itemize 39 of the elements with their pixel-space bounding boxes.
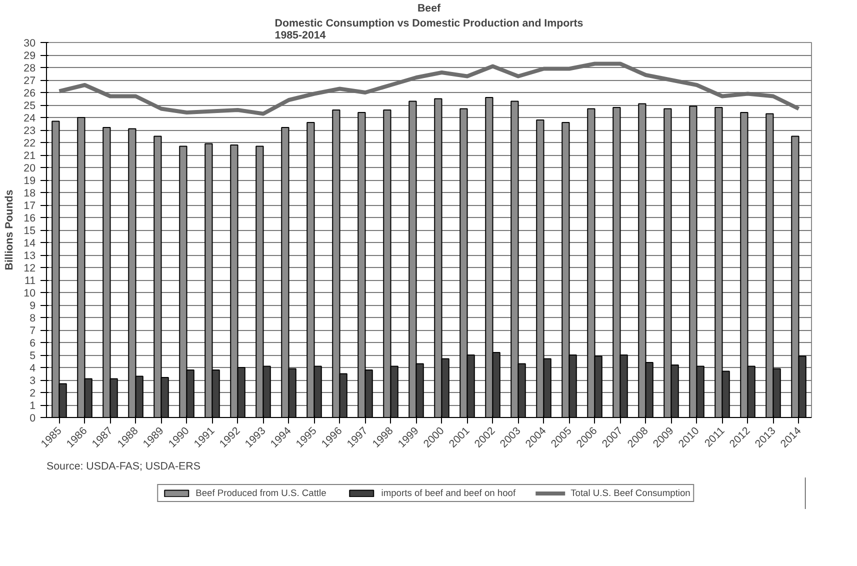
y-tick-label: 29 — [24, 50, 36, 62]
y-tick-label: 25 — [24, 100, 36, 112]
y-tick-label: 7 — [30, 325, 36, 337]
y-tick-label: 26 — [24, 88, 36, 100]
y-tick-label: 6 — [30, 338, 36, 350]
y-tick-label: 2 — [30, 388, 36, 400]
y-tick-label: 15 — [24, 225, 36, 237]
y-tick-label: 17 — [24, 200, 36, 212]
y-tick-label: 5 — [30, 350, 36, 362]
legend-label: imports of beef and beef on hoof — [381, 488, 516, 498]
y-tick-label: 8 — [30, 312, 36, 324]
y-tick-label: 11 — [24, 275, 36, 287]
y-tick-label: 19 — [24, 175, 36, 187]
y-tick-label: 14 — [24, 238, 36, 250]
y-tick-label: 0 — [30, 412, 36, 424]
y-axis-title: Billions Pounds — [4, 190, 16, 270]
chart-title: Beef — [417, 2, 441, 14]
y-tick-label: 22 — [24, 138, 36, 150]
legend-label: Total U.S. Beef Consumption — [570, 488, 690, 498]
chart-subtitle: Domestic Consumption vs Domestic Production and Imports 1985-2014 — [274, 18, 584, 42]
y-tick-label: 30 — [24, 38, 36, 50]
y-tick-label: 24 — [24, 112, 36, 124]
y-tick-label: 18 — [24, 188, 36, 200]
y-tick-label: 20 — [24, 162, 36, 174]
y-tick-label: 1 — [30, 400, 36, 412]
y-tick-label: 28 — [24, 62, 36, 74]
legend-label: Beef Produced from U.S. Cattle — [196, 488, 326, 498]
y-tick-label: 16 — [24, 212, 36, 224]
y-tick-label: 10 — [24, 288, 36, 300]
line-series — [57, 62, 801, 116]
source-note: Source: USDA-FAS; USDA-ERS — [46, 460, 200, 472]
y-tick-label: 12 — [24, 262, 36, 274]
y-tick-label: 21 — [24, 150, 36, 162]
y-tick-label: 3 — [30, 375, 36, 387]
y-tick-label: 13 — [24, 250, 36, 262]
y-tick-label: 4 — [30, 362, 36, 374]
y-tick-label: 23 — [24, 125, 36, 137]
y-tick-label: 9 — [30, 300, 36, 312]
y-tick-label: 27 — [24, 75, 36, 87]
